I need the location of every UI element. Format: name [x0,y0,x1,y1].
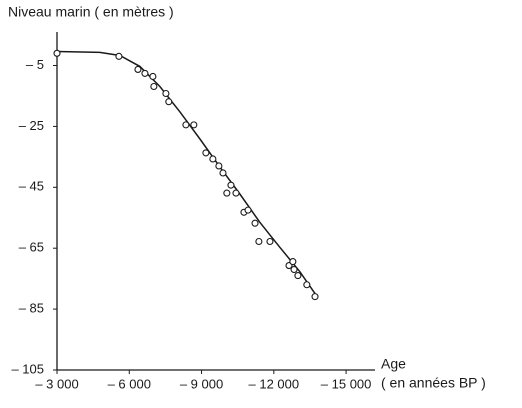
data-point [294,272,302,280]
data-point [141,69,149,77]
data-point [149,72,157,81]
x-tick-label: – 12 000 [249,376,300,391]
y-tick-label: – 5 [26,57,44,72]
y-tick-label: – 105 [11,361,44,376]
x-tick-label: – 6 000 [108,376,151,391]
data-point [244,206,252,214]
data-point [202,149,210,157]
x-axis-unit: ( en années BP ) [381,375,486,391]
x-axis-label: Age [381,356,406,372]
data-point [165,98,173,106]
data-point [303,281,311,289]
data-point [227,181,235,189]
data-point [150,82,158,91]
x-tick-label: – 15 000 [321,376,372,391]
data-point [290,265,298,274]
data-point [223,189,231,197]
data-point [182,121,190,129]
data-point [219,169,227,177]
data-point [255,237,263,246]
data-point [190,121,198,129]
y-tick-label: – 25 [19,118,44,133]
data-point [215,162,223,170]
data-point [232,189,240,197]
data-point [134,65,142,74]
chart-title: Niveau marin ( en mètres ) [8,4,174,20]
y-tick-label: – 85 [19,301,44,316]
data-point [311,293,319,301]
data-point [266,237,274,246]
data-point [162,89,170,98]
data-point [53,49,61,57]
data-point [289,258,297,266]
y-tick-label: – 65 [19,240,44,255]
data-point [209,155,217,163]
x-tick-label: – 3 000 [35,376,78,391]
y-tick-label: – 45 [19,179,44,194]
data-point [115,52,123,60]
x-tick-label: – 9 000 [180,376,223,391]
data-point [251,219,259,227]
fit-line [56,50,316,294]
